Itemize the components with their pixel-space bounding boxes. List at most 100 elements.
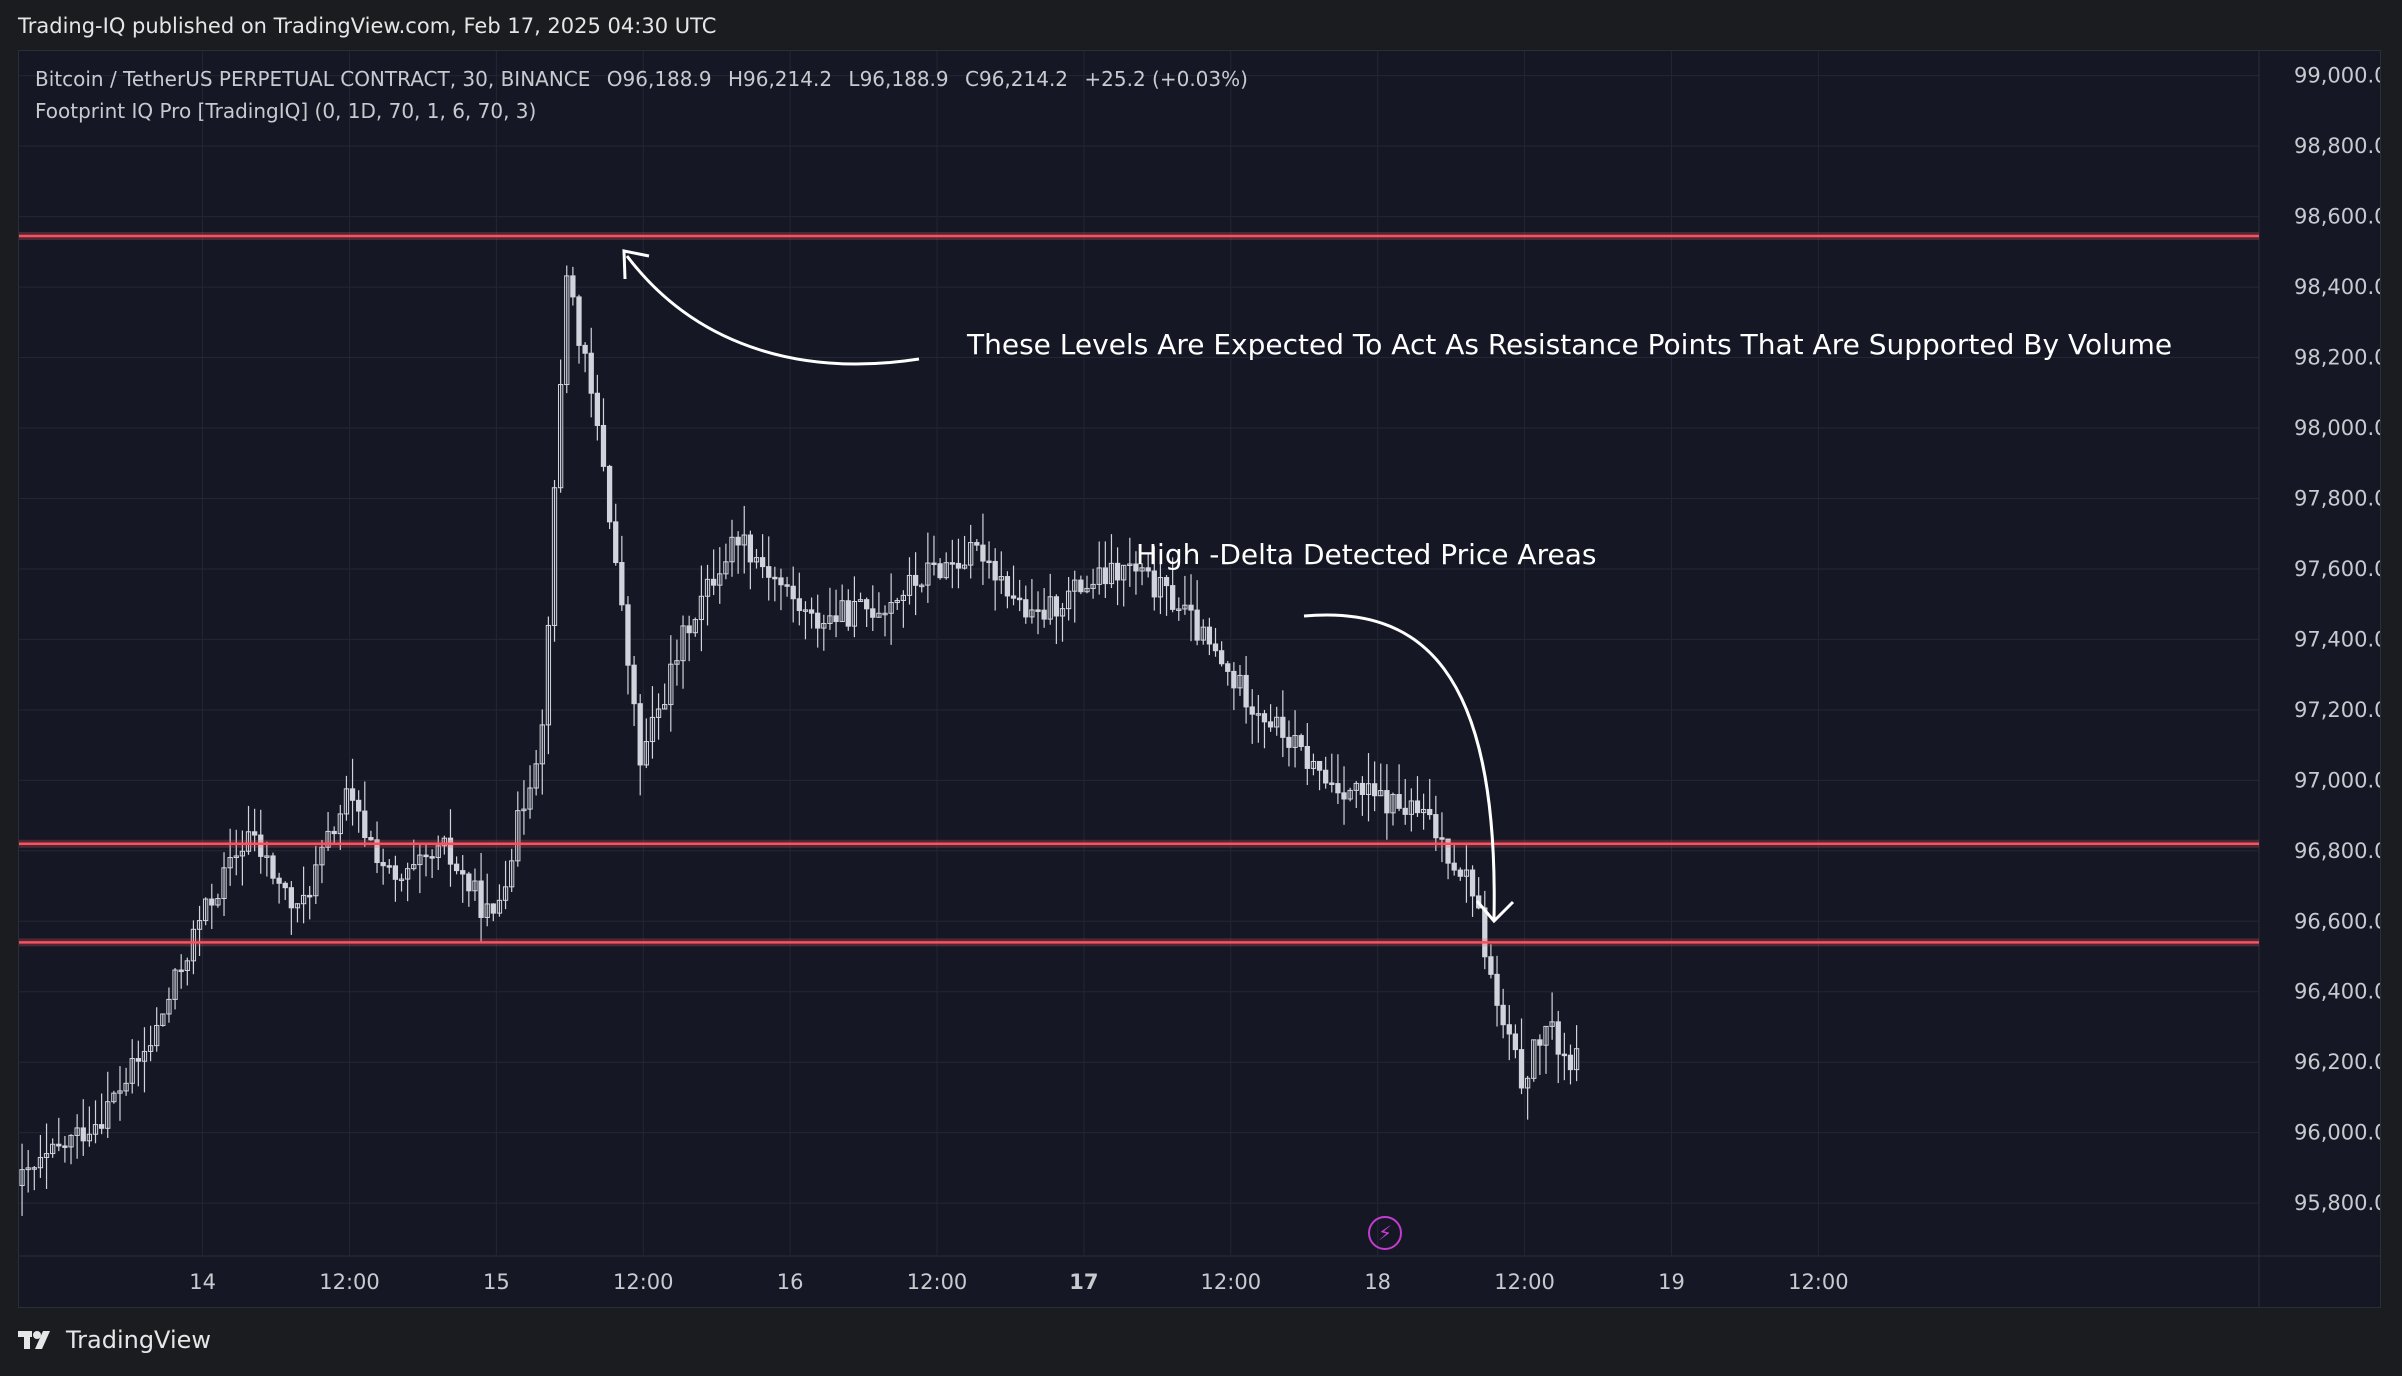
candle (1188, 574, 1194, 642)
candle-body (374, 839, 380, 864)
candle (527, 765, 533, 819)
candle (821, 614, 827, 651)
candle (784, 576, 790, 597)
candle (1053, 594, 1060, 645)
candle (1035, 591, 1041, 635)
candle (1451, 843, 1457, 876)
candle-body (919, 584, 925, 588)
candle (717, 547, 723, 604)
candle-body (313, 864, 319, 897)
candle (423, 842, 429, 877)
candle (203, 897, 209, 926)
candle (606, 464, 613, 530)
candle-body (1353, 782, 1359, 791)
chart-panel[interactable]: 99,000.0 98,800.0 98,600.0 98,400.0 98,200.0… (18, 50, 2381, 1308)
candle-body (1512, 1033, 1519, 1051)
price-axis[interactable]: 99,000.0 98,800.0 98,600.0 98,400.0 98,200.0… (2294, 64, 2381, 1215)
candle (294, 903, 301, 923)
candle-body (1225, 663, 1231, 672)
candle (68, 1134, 74, 1165)
candle-body (1408, 800, 1414, 815)
candle (270, 852, 276, 885)
candle (876, 592, 882, 618)
footer-brand[interactable]: TradingView (18, 1326, 211, 1354)
candlestick-chart[interactable]: 99,000.0 98,800.0 98,600.0 98,400.0 98,200.0… (19, 51, 2381, 1308)
candle (1420, 793, 1427, 830)
candle (1121, 564, 1127, 607)
candle (851, 576, 858, 638)
candle-body (74, 1127, 80, 1136)
candle-body (398, 878, 405, 882)
candle (92, 1100, 99, 1144)
candle-body (154, 1024, 160, 1047)
candle-body (815, 612, 821, 629)
candle (998, 551, 1004, 594)
symbol-name[interactable]: Bitcoin / TetherUS PERPETUAL CONTRACT, 3… (35, 67, 591, 91)
candle (1151, 546, 1157, 611)
candle-body (1402, 807, 1408, 815)
candle (845, 589, 851, 631)
candle-body (1267, 721, 1274, 728)
candle (1274, 706, 1280, 736)
candle-body (178, 969, 184, 973)
time-axis[interactable]: 14 12:00 15 12:00 16 12:00 17 12:00 18 12:00 19 12:… (189, 1270, 1848, 1294)
time-tick-label: 12:00 (1494, 1270, 1555, 1294)
candle-body (282, 882, 288, 889)
indicator-legend[interactable]: Footprint IQ Pro [TradingIQ] (0, 1D, 70,… (35, 99, 537, 123)
candle-body (1010, 595, 1017, 599)
candle-body (698, 595, 705, 621)
candle (1090, 568, 1096, 599)
candle-body (141, 1050, 148, 1062)
candle (50, 1138, 56, 1158)
candle (1102, 541, 1108, 598)
candle (1310, 753, 1317, 776)
candle-body (625, 604, 631, 666)
candle (1108, 534, 1115, 589)
candle (992, 548, 998, 611)
candle-body (839, 600, 845, 623)
price-tick-label: 96,200.0 (2294, 1050, 2381, 1074)
candle-body (637, 703, 643, 766)
candle-body (986, 560, 992, 564)
candle-body (478, 880, 484, 918)
candle (912, 552, 919, 616)
candle-body (961, 564, 968, 569)
candle-body (674, 660, 680, 665)
annotation-arrows (622, 249, 1515, 924)
candle (300, 866, 307, 924)
candle (362, 781, 368, 847)
candle-body (937, 563, 943, 579)
candle-body (1023, 599, 1029, 618)
candle (1010, 565, 1017, 606)
candle-body (1365, 783, 1372, 795)
candle-body (1518, 1049, 1525, 1089)
candle (1200, 619, 1206, 645)
arrowhead-levels (1475, 900, 1515, 924)
candle-body (215, 898, 221, 906)
candle (276, 872, 282, 904)
candle (1537, 1034, 1543, 1075)
candle-body (931, 562, 937, 566)
candle (539, 709, 545, 795)
lightning-bolt-icon[interactable]: ⚡ (1368, 1216, 1402, 1250)
candle (1157, 561, 1164, 615)
candle-body (1218, 650, 1225, 665)
candle-body (766, 566, 772, 578)
candle (1304, 723, 1310, 786)
ohlc-high: H96,214.2 (727, 67, 833, 91)
candle (674, 639, 680, 686)
candle-body (772, 576, 778, 580)
price-tick-label: 97,400.0 (2294, 627, 2381, 651)
candle (735, 531, 741, 574)
candle (888, 573, 894, 645)
candle-body (1439, 837, 1445, 840)
candle-body (349, 788, 356, 801)
candle (778, 568, 784, 611)
candle-body (662, 704, 668, 710)
candle (827, 587, 833, 630)
candle (1347, 787, 1353, 802)
candle-body (56, 1143, 62, 1147)
candle (331, 826, 337, 843)
candle (772, 566, 778, 602)
candle (741, 505, 747, 574)
